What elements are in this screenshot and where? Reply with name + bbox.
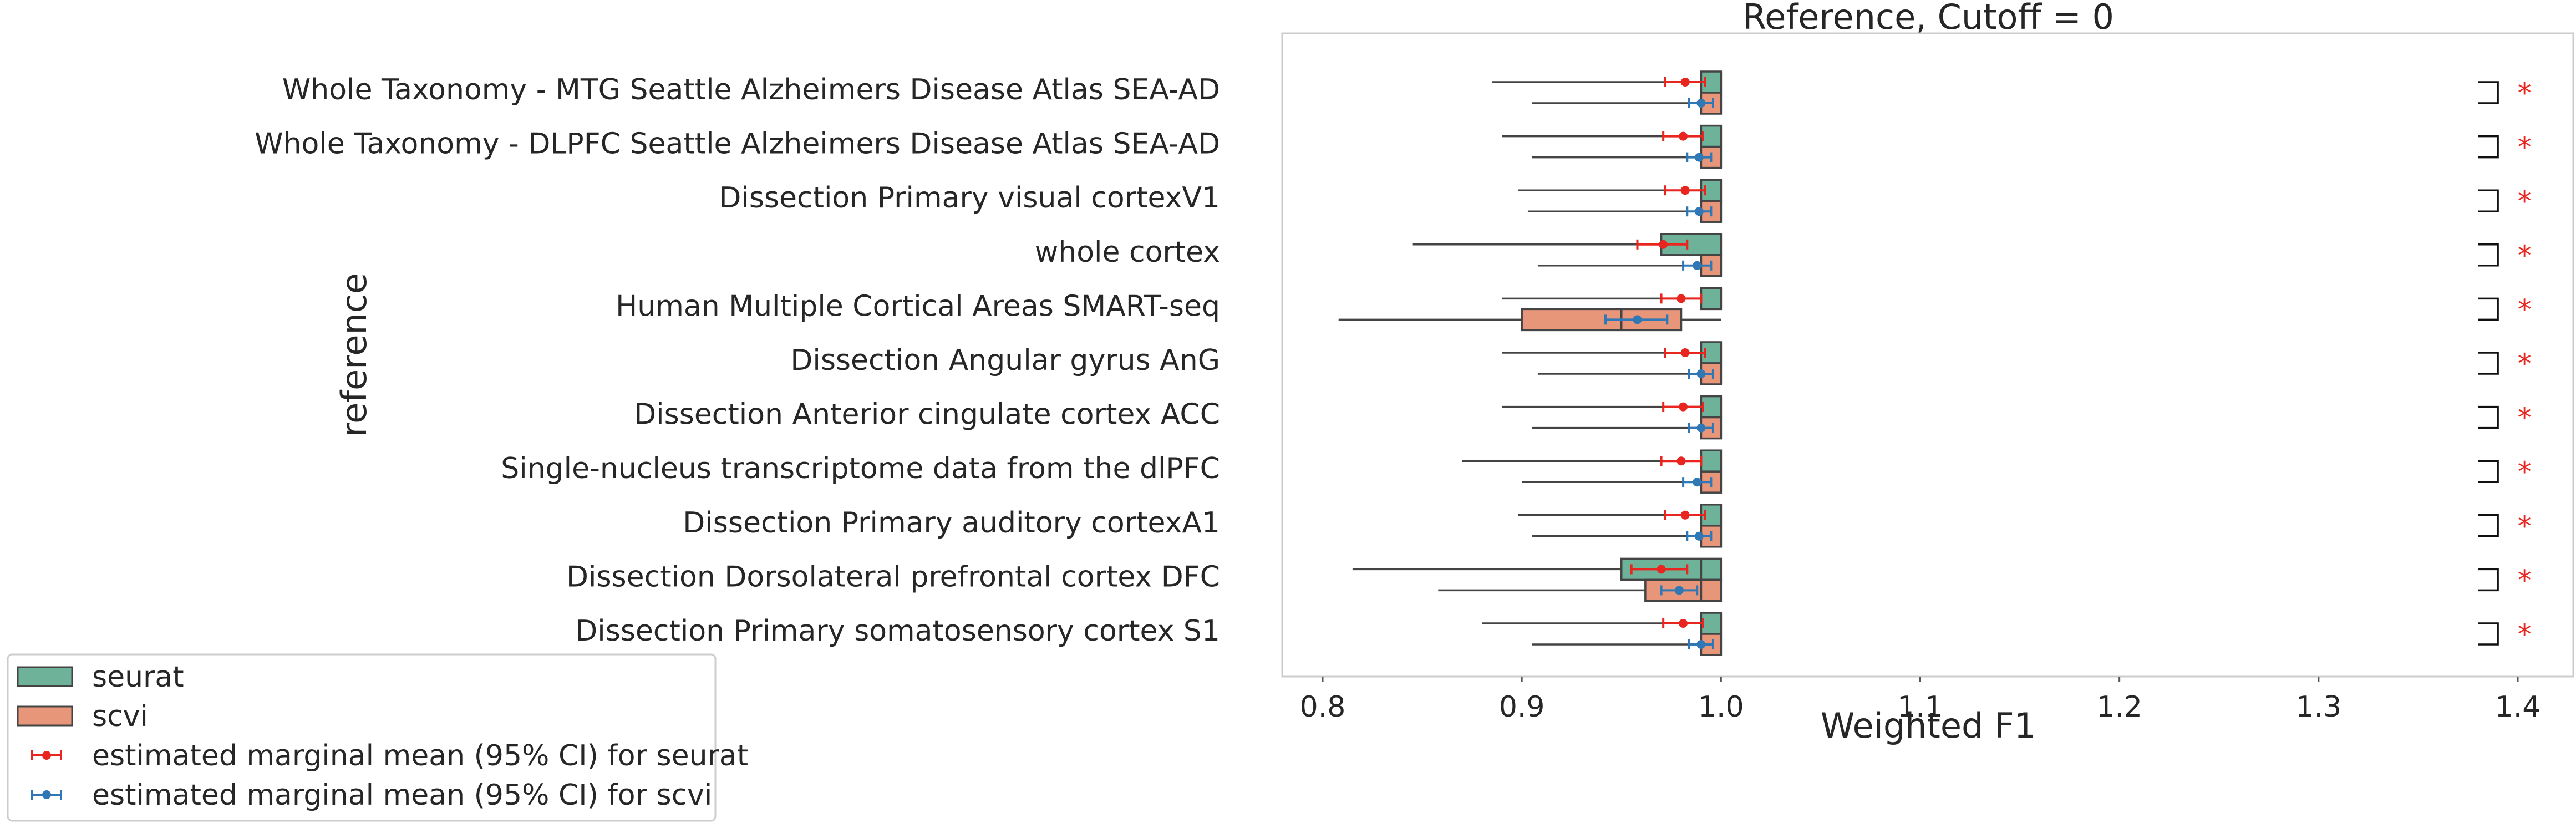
significance-bracket: [2478, 352, 2499, 375]
box-seurat: [1700, 449, 1723, 473]
significance-bracket: [2478, 405, 2499, 429]
category-label: Dissection Primary somatosensory cortex …: [575, 614, 1220, 648]
emm-point-scvi: [1693, 478, 1702, 487]
significance-bracket: [2478, 460, 2499, 483]
chart-title: Reference, Cutoff = 0: [1742, 0, 2114, 37]
emm-point-scvi: [1694, 531, 1704, 541]
emm-point-scvi: [1693, 261, 1702, 270]
y-axis-title: reference: [334, 273, 374, 437]
emm-point-scvi: [1633, 315, 1642, 324]
significance-bracket: [2478, 514, 2499, 537]
x-tick-label: 1.0: [1698, 690, 1744, 724]
legend-label: estimated marginal mean (95% CI) for scv…: [92, 779, 712, 812]
significance-bracket: [2478, 568, 2499, 592]
significance-star: *: [2518, 456, 2532, 488]
legend-point: [42, 790, 51, 799]
emm-point-scvi: [1694, 153, 1704, 162]
significance-star: *: [2518, 131, 2532, 164]
x-tick-label: 0.9: [1499, 690, 1545, 724]
x-axis-title: Weighted F1: [1821, 705, 2036, 746]
significance-star: *: [2518, 402, 2532, 434]
significance-bracket: [2478, 622, 2499, 646]
significance-star: *: [2518, 293, 2532, 326]
significance-star: *: [2518, 240, 2532, 272]
legend-swatch: [17, 705, 73, 727]
category-label: whole cortex: [1035, 236, 1220, 269]
category-label: Dissection Anterior cingulate cortex ACC: [634, 398, 1220, 431]
category-label: Whole Taxonomy - MTG Seattle Alzheimers …: [282, 73, 1220, 106]
emm-point-scvi: [1694, 207, 1704, 216]
emm-point-seurat: [1680, 186, 1690, 195]
emm-point-scvi: [1696, 369, 1706, 378]
significance-bracket: [2478, 297, 2499, 321]
emm-point-seurat: [1680, 78, 1690, 87]
emm-point-seurat: [1659, 240, 1668, 249]
x-tick-label: 1.3: [2295, 690, 2341, 724]
emm-point-seurat: [1676, 456, 1686, 466]
emm-point-scvi: [1696, 423, 1706, 433]
significance-bracket: [2478, 189, 2499, 212]
significance-bracket: [2478, 81, 2499, 104]
plot-frame: [1281, 32, 2574, 678]
emm-point-scvi: [1696, 99, 1706, 108]
legend-swatch: [17, 666, 73, 687]
category-label: Dissection Primary visual cortexV1: [719, 181, 1220, 215]
emm-point-seurat: [1680, 348, 1690, 357]
box-seurat: [1700, 287, 1723, 311]
significance-star: *: [2518, 185, 2532, 217]
emm-point-scvi: [1674, 586, 1684, 595]
legend-label: estimated marginal mean (95% CI) for seu…: [92, 739, 748, 773]
significance-star: *: [2518, 510, 2532, 542]
emm-point-scvi: [1696, 640, 1706, 649]
significance-bracket: [2478, 135, 2499, 159]
legend-label: scvi: [92, 700, 148, 733]
category-label: Single-nucleus transcriptome data from t…: [501, 452, 1220, 485]
emm-point-seurat: [1680, 510, 1690, 520]
x-tick-label: 1.1: [1897, 690, 1943, 724]
category-label: Dissection Primary auditory cortexA1: [683, 506, 1220, 540]
significance-star: *: [2518, 618, 2532, 651]
significance-star: *: [2518, 348, 2532, 380]
significance-star: *: [2518, 564, 2532, 596]
significance-star: *: [2518, 77, 2532, 109]
category-label: Dissection Dorsolateral prefrontal corte…: [566, 560, 1220, 593]
x-tick-label: 0.8: [1300, 690, 1346, 724]
legend-frame: [7, 653, 717, 822]
category-label: Dissection Angular gyrus AnG: [790, 344, 1220, 377]
x-tick-label: 1.4: [2495, 690, 2541, 724]
legend-label: seurat: [92, 661, 184, 694]
emm-point-seurat: [1679, 619, 1688, 628]
emm-point-seurat: [1679, 402, 1688, 412]
emm-point-seurat: [1679, 131, 1688, 141]
category-label: Human Multiple Cortical Areas SMART-seq: [616, 289, 1220, 323]
legend: seurat scvi estimated marginal mean (95% C…: [7, 653, 748, 822]
emm-point-seurat: [1676, 294, 1686, 303]
category-label: Whole Taxonomy - DLPFC Seattle Alzheimer…: [255, 128, 1220, 161]
x-tick-label: 1.2: [2096, 690, 2142, 724]
significance-bracket: [2478, 243, 2499, 267]
legend-point: [42, 751, 51, 760]
plot-layer: 0.8 0.9 1.0 1.1 1.2 1.3 1.4 Whole Taxonomy - MT…: [255, 32, 2574, 724]
emm-point-seurat: [1657, 565, 1666, 574]
